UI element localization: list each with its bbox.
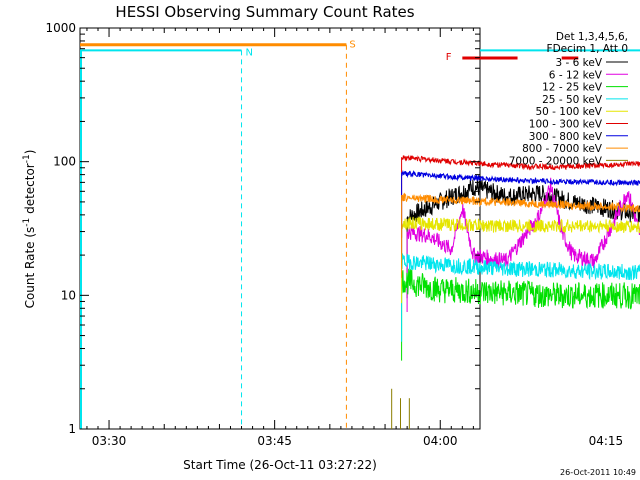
legend-entry-label: 3 - 6 keV [555, 57, 602, 69]
series-line [401, 192, 640, 278]
x-tick-label: 03:30 [92, 434, 127, 448]
marker-layer: N S F [80, 40, 640, 429]
legend-entry-label: 300 - 800 keV [529, 131, 603, 143]
y-tick-label: 100 [53, 155, 76, 169]
y-tick-label: 1 [68, 422, 76, 436]
y-axis-label-prefix: Count Rate (s [23, 227, 37, 309]
legend-entry-label: 100 - 300 keV [529, 119, 603, 131]
legend-entry-label: 7000 - 20000 keV [509, 155, 603, 167]
x-tick-label: 04:15 [589, 434, 624, 448]
legend-header-line-2: FDecim 1, Att 0 [547, 43, 628, 55]
y-axis-label-mid: detector [23, 163, 37, 218]
x-tick-label: 04:00 [423, 434, 458, 448]
y-axis-label-sup1: -1 [22, 218, 32, 227]
y-axis-label: Count Rate (s-1 detector-1) [22, 150, 37, 309]
legend-entry-label: 800 - 7000 keV [522, 143, 603, 155]
x-tick-label: 03:45 [257, 434, 292, 448]
s-marker-label: S [349, 40, 355, 51]
y-axis-label-suffix: ) [23, 150, 37, 155]
x-axis-label: Start Time (26-Oct-11 03:27:22) [183, 458, 377, 472]
series-line [401, 253, 640, 342]
f-marker-label: F [446, 52, 452, 63]
legend-header-line-1: Det 1,3,4,5,6, [556, 31, 628, 43]
series-line [401, 268, 640, 361]
y-tick-label: 1000 [45, 21, 76, 35]
legend-entry-label: 12 - 25 keV [542, 82, 603, 94]
y-tick-label: 10 [61, 288, 76, 302]
y-axis-ticks: 1 10 100 1000 [45, 21, 480, 436]
legend-entry-label: 50 - 100 keV [535, 106, 602, 118]
chart-title: HESSI Observing Summary Count Rates [115, 3, 414, 21]
n-marker-label: N [246, 47, 253, 58]
legend-entry-label: 25 - 50 keV [542, 94, 603, 106]
y-axis-label-sup2: -1 [22, 154, 32, 163]
legend-entry-label: 6 - 12 keV [549, 69, 603, 81]
series-layer [401, 154, 640, 361]
timestamp: 26-Oct-2011 10:49 [560, 468, 636, 477]
